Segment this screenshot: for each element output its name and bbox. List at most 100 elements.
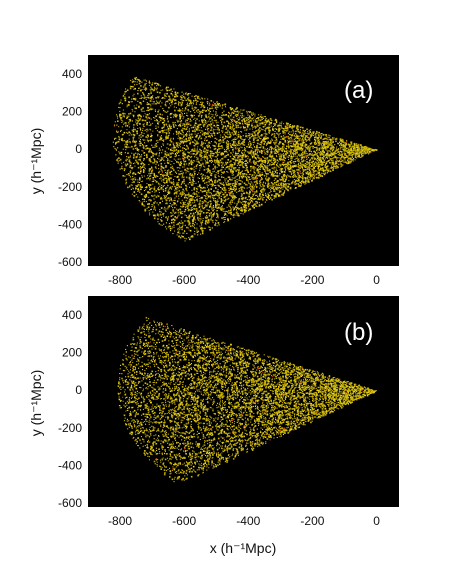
scatter-point <box>194 160 196 162</box>
scatter-point <box>147 175 149 177</box>
scatter-point <box>240 202 242 204</box>
scatter-point <box>175 195 177 197</box>
scatter-point <box>263 146 265 148</box>
scatter-point <box>285 186 287 188</box>
scatter-point <box>285 178 287 181</box>
scatter-point <box>335 138 337 140</box>
scatter-point <box>235 170 237 172</box>
scatter-point <box>188 158 190 161</box>
scatter-point <box>249 201 251 203</box>
scatter-point <box>282 180 284 182</box>
scatter-point <box>289 164 291 166</box>
scatter-point <box>287 174 289 176</box>
scatter-point <box>296 152 298 154</box>
scatter-point <box>243 141 245 143</box>
scatter-point <box>226 131 228 134</box>
scatter-point <box>161 200 163 202</box>
scatter-point <box>142 171 145 173</box>
scatter-point <box>142 125 144 127</box>
scatter-point <box>300 172 302 174</box>
scatter-point <box>229 133 231 136</box>
scatter-point <box>205 206 207 208</box>
scatter-point <box>230 185 232 187</box>
scatter-point <box>122 175 124 177</box>
scatter-point <box>181 131 183 133</box>
scatter-point <box>176 133 178 135</box>
scatter-point <box>183 183 185 185</box>
scatter-point <box>114 124 116 126</box>
scatter-point <box>297 148 299 150</box>
scatter-point <box>282 178 284 181</box>
scatter-point <box>118 106 120 108</box>
scatter-point <box>244 138 246 140</box>
scatter-point <box>196 196 198 198</box>
scatter-point <box>177 161 179 163</box>
scatter-point <box>242 157 244 159</box>
scatter-point <box>231 107 234 110</box>
scatter-point <box>160 165 163 168</box>
scatter-point <box>225 131 227 133</box>
scatter-point <box>182 213 184 215</box>
scatter-point <box>165 123 168 126</box>
scatter-point <box>134 173 137 175</box>
scatter-point <box>130 178 132 180</box>
scatter-point <box>327 144 329 146</box>
scatter-point <box>262 191 264 193</box>
scatter-point <box>134 78 137 80</box>
scatter-point <box>234 214 236 216</box>
scatter-point <box>310 154 313 156</box>
scatter-point <box>268 183 270 185</box>
scatter-point <box>352 154 354 156</box>
scatter-point <box>193 216 195 219</box>
scatter-point <box>198 142 200 144</box>
scatter-point <box>144 187 146 189</box>
scatter-point <box>326 146 328 148</box>
scatter-point <box>216 202 218 204</box>
scatter-point <box>141 201 143 203</box>
scatter-point <box>186 122 188 124</box>
scatter-point <box>318 142 320 144</box>
scatter-point <box>238 116 240 118</box>
scatter-point <box>182 131 184 133</box>
scatter-point <box>355 143 357 145</box>
scatter-point <box>197 146 199 148</box>
scatter-point <box>206 172 208 174</box>
scatter-point <box>325 156 327 158</box>
scatter-point <box>256 140 258 142</box>
scatter-point <box>335 167 337 169</box>
scatter-point <box>124 175 126 177</box>
scatter-point <box>316 146 318 149</box>
scatter-point <box>126 129 128 131</box>
scatter-point <box>254 150 256 152</box>
scatter-point <box>271 198 273 201</box>
scatter-point <box>204 175 206 177</box>
scatter-point <box>237 155 239 157</box>
scatter-point <box>295 133 297 135</box>
scatter-point <box>227 171 229 173</box>
scatter-point <box>210 204 212 206</box>
scatter-point <box>288 137 290 139</box>
scatter-point <box>235 188 237 190</box>
scatter-point <box>287 169 289 171</box>
scatter-point <box>223 152 225 154</box>
scatter-point <box>183 178 185 181</box>
scatter-point <box>219 186 221 188</box>
scatter-point <box>263 136 265 138</box>
scatter-point <box>306 169 308 171</box>
scatter-point <box>265 199 267 201</box>
scatter-point <box>192 150 195 152</box>
scatter-point <box>211 227 213 229</box>
scatter-point <box>253 160 255 162</box>
scatter-point <box>131 145 133 148</box>
scatter-point <box>194 142 196 144</box>
scatter-point <box>143 195 146 197</box>
scatter-point <box>312 158 314 160</box>
scatter-point <box>309 163 311 165</box>
scatter-point <box>206 181 208 183</box>
scatter-point <box>223 217 225 219</box>
scatter-point <box>159 183 161 185</box>
scatter-point <box>155 190 157 192</box>
scatter-point <box>189 179 191 181</box>
scatter-point <box>316 148 318 150</box>
scatter-point <box>258 157 260 159</box>
